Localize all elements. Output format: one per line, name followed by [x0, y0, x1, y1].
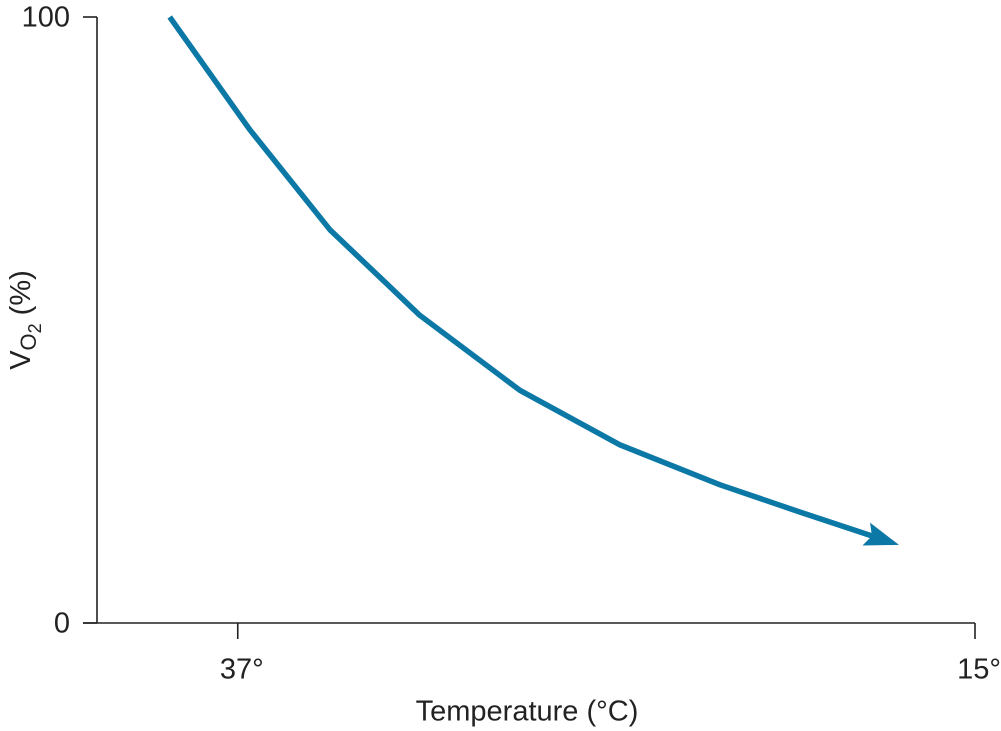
y-label-subsub: 2 [25, 323, 45, 333]
x-axis-label: Temperature (°C) [416, 696, 639, 728]
y-axis-label: VO2 (%) [5, 270, 45, 370]
y-tick-label: 0 [54, 608, 70, 640]
y-label-main: V [5, 350, 37, 370]
y-label-unit: (%) [5, 270, 37, 315]
y-label-sub: O [16, 333, 41, 350]
x-tick-label: 15° [957, 654, 1001, 686]
curve [167, 15, 900, 546]
x-tick-label: 37° [220, 654, 264, 686]
y-tick-label: 100 [22, 2, 70, 34]
